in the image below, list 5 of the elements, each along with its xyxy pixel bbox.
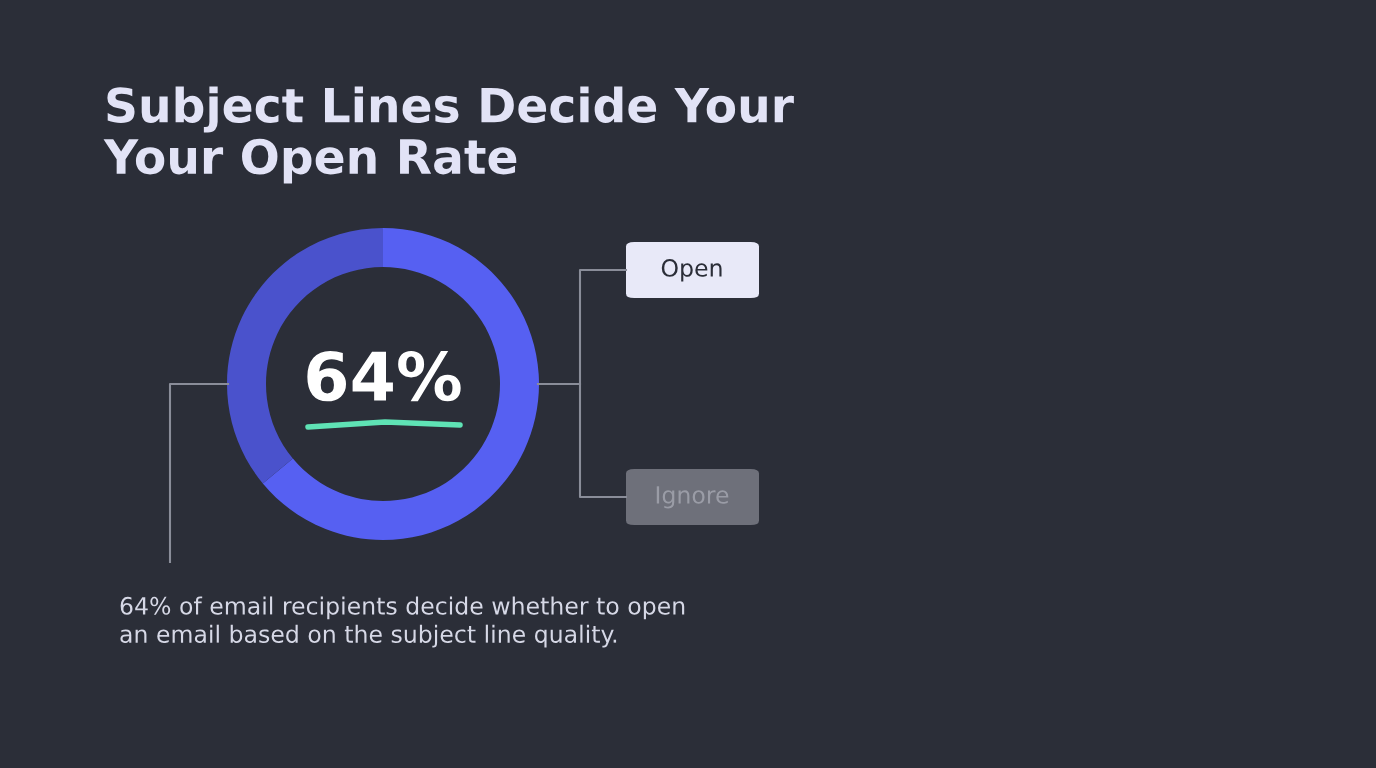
text: Open bbox=[661, 258, 722, 282]
text: 64% bbox=[307, 350, 461, 402]
chart-title: Subject Lines Decide Your Your Open Rate bbox=[103, 86, 794, 184]
text: 64% of email recipients decide whether to open an email based on the subject line quality. bbox=[120, 596, 685, 648]
donut-slice bbox=[262, 228, 539, 540]
